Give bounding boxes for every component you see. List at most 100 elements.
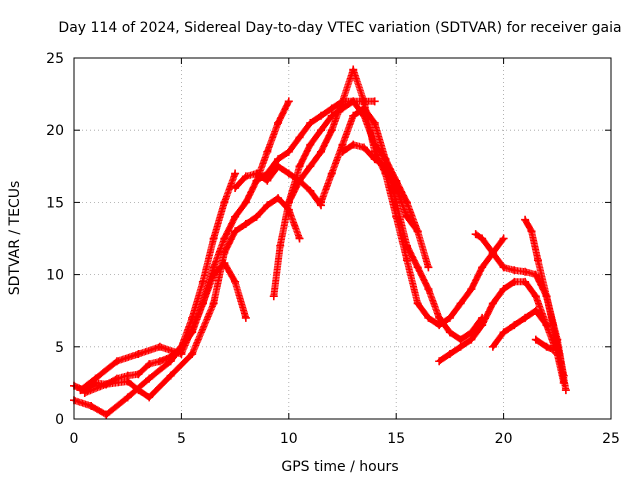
data-point xyxy=(549,321,558,330)
data-point xyxy=(112,357,121,366)
y-tick-label: 15 xyxy=(46,195,64,211)
data-point xyxy=(134,350,143,359)
series-arc-9 xyxy=(317,104,487,344)
y-tick-label: 25 xyxy=(46,51,64,67)
x-tick-label: 0 xyxy=(70,431,79,447)
data-point xyxy=(370,97,379,106)
data-point xyxy=(231,277,240,286)
data-point xyxy=(488,299,497,308)
data-point xyxy=(381,155,390,164)
data-point xyxy=(424,263,433,272)
data-point xyxy=(123,393,132,402)
data-point xyxy=(145,360,154,369)
data-point xyxy=(471,230,480,239)
data-point xyxy=(402,212,411,221)
data-point xyxy=(231,212,240,221)
data-point xyxy=(549,345,558,354)
data-point xyxy=(424,313,433,322)
chart-title: Day 114 of 2024, Sidereal Day-to-day VTE… xyxy=(58,20,621,36)
data-point xyxy=(231,169,240,178)
data-point xyxy=(295,234,304,243)
data-point xyxy=(478,234,487,243)
data-point xyxy=(276,241,285,250)
data-point xyxy=(467,285,476,294)
y-tick-label: 0 xyxy=(55,412,64,428)
data-point xyxy=(274,118,283,127)
data-point xyxy=(435,313,444,322)
data-point xyxy=(231,183,240,192)
data-point xyxy=(327,126,336,135)
data-point xyxy=(327,104,336,113)
data-point xyxy=(91,374,100,383)
x-axis-title: GPS time / hours xyxy=(281,459,398,475)
series-arc-11 xyxy=(435,277,551,366)
data-point xyxy=(542,292,551,301)
data-point xyxy=(521,313,530,322)
data-point xyxy=(284,147,293,156)
data-point xyxy=(521,215,530,224)
data-point xyxy=(327,169,336,178)
data-point xyxy=(413,299,422,308)
data-point xyxy=(499,263,508,272)
data-point xyxy=(445,328,454,337)
data-point xyxy=(306,186,315,195)
data-point xyxy=(349,140,358,149)
data-point xyxy=(284,169,293,178)
data-point xyxy=(252,212,261,221)
data-point xyxy=(134,370,143,379)
data-point xyxy=(478,321,487,330)
data-point xyxy=(317,198,326,207)
data-point xyxy=(338,140,347,149)
data-point xyxy=(370,118,379,127)
series-arc-7 xyxy=(252,97,293,185)
data-point xyxy=(478,263,487,272)
data-point xyxy=(521,277,530,286)
y-tick-label: 5 xyxy=(55,340,64,356)
data-point xyxy=(402,241,411,250)
data-point xyxy=(209,263,218,272)
y-tick-label: 10 xyxy=(46,268,64,284)
x-tick-label: 5 xyxy=(177,431,186,447)
data-point xyxy=(306,140,315,149)
series-arc-10 xyxy=(338,140,422,236)
data-layer xyxy=(70,65,570,419)
data-point xyxy=(338,97,347,106)
data-point xyxy=(220,234,229,243)
data-point xyxy=(198,299,207,308)
data-point xyxy=(499,285,508,294)
y-axis-title: SDTVAR / TECUs xyxy=(7,181,23,296)
data-point xyxy=(123,377,132,386)
data-point xyxy=(252,176,261,185)
data-point xyxy=(456,335,465,344)
data-point xyxy=(349,97,358,106)
data-point xyxy=(177,350,186,359)
data-point xyxy=(527,227,536,236)
data-point xyxy=(456,342,465,351)
data-point xyxy=(102,410,111,419)
data-point xyxy=(317,147,326,156)
data-point xyxy=(531,335,540,344)
data-point xyxy=(263,201,272,210)
data-point xyxy=(499,328,508,337)
data-point xyxy=(531,306,540,315)
data-point xyxy=(349,111,358,120)
x-tick-label: 10 xyxy=(280,431,298,447)
data-point xyxy=(263,147,272,156)
data-point xyxy=(392,183,401,192)
data-point xyxy=(402,256,411,265)
data-point xyxy=(413,263,422,272)
data-point xyxy=(274,155,283,164)
series-arc-14 xyxy=(521,215,570,395)
data-point xyxy=(295,176,304,185)
data-point xyxy=(359,104,368,113)
data-point xyxy=(241,172,250,181)
data-point xyxy=(87,402,96,411)
data-point xyxy=(370,155,379,164)
data-point xyxy=(145,374,154,383)
data-point xyxy=(488,248,497,257)
data-point xyxy=(533,256,542,265)
data-point xyxy=(209,299,218,308)
data-point xyxy=(295,133,304,142)
data-point xyxy=(166,357,175,366)
